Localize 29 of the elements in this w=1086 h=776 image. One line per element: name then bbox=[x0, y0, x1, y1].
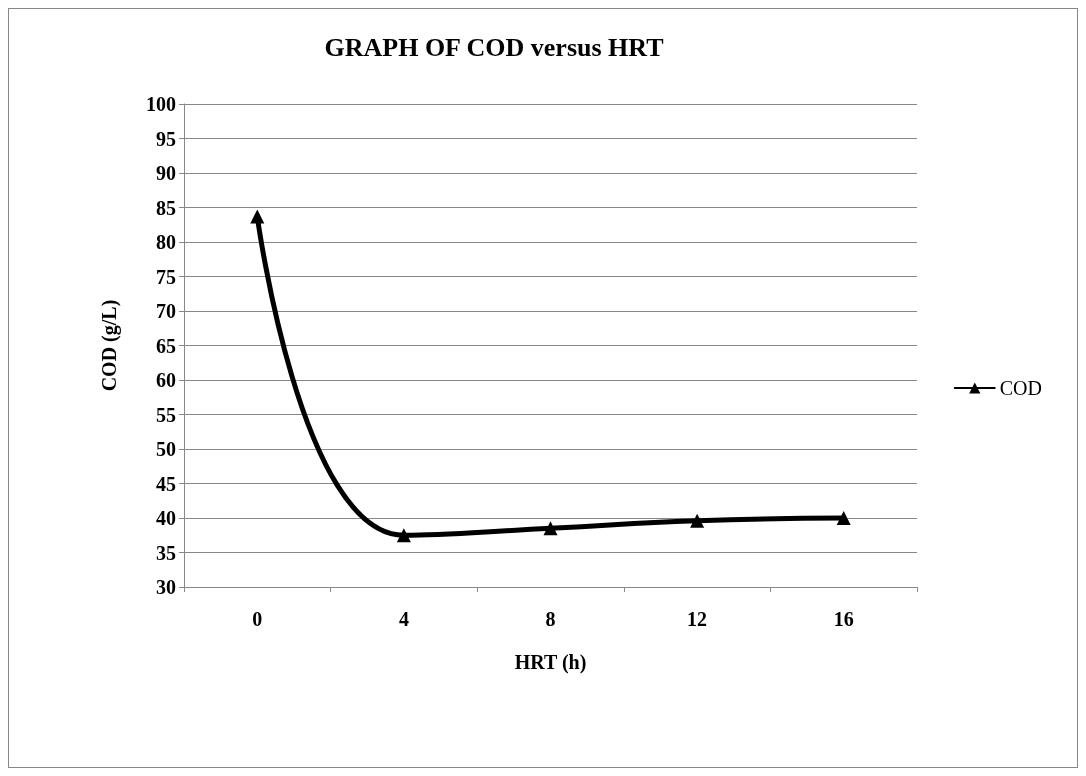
point bbox=[396, 528, 411, 543]
x-axis-title: HRT (h) bbox=[514, 651, 587, 674]
y-tick-label: 30 bbox=[156, 576, 176, 598]
point bbox=[250, 209, 265, 224]
y-tick-label: 50 bbox=[156, 438, 176, 460]
x-tick-label: 16 bbox=[833, 608, 854, 630]
y-tick-label: 90 bbox=[156, 162, 176, 184]
y-tick-label: 60 bbox=[156, 369, 176, 391]
x-tick-label: 4 bbox=[398, 608, 409, 630]
y-tick-label: 75 bbox=[156, 265, 176, 288]
y-tick-label: 35 bbox=[156, 541, 176, 564]
y-tick-label: 45 bbox=[156, 472, 176, 495]
legend-label: COD bbox=[999, 377, 1043, 399]
x-tick-label: 8 bbox=[545, 608, 556, 630]
y-tick-label: 80 bbox=[156, 231, 176, 253]
y-axis-title: COD (g/L) bbox=[98, 299, 121, 392]
point bbox=[690, 513, 705, 528]
y-tick-label: 40 bbox=[156, 507, 176, 529]
y-tick-label: 70 bbox=[156, 300, 176, 322]
y-tick-label: 55 bbox=[156, 403, 176, 426]
y-tick-label: 95 bbox=[156, 127, 176, 150]
y-tick-label: 85 bbox=[156, 196, 176, 219]
point bbox=[836, 511, 851, 525]
y-tick-label: 65 bbox=[156, 334, 176, 357]
x-tick-label: 0 bbox=[252, 608, 263, 630]
y-tick-label: 100 bbox=[146, 93, 176, 115]
chart-title: GRAPH OF COD versus HRT bbox=[324, 32, 664, 62]
point bbox=[543, 521, 558, 536]
x-tick-label: 12 bbox=[687, 608, 708, 630]
